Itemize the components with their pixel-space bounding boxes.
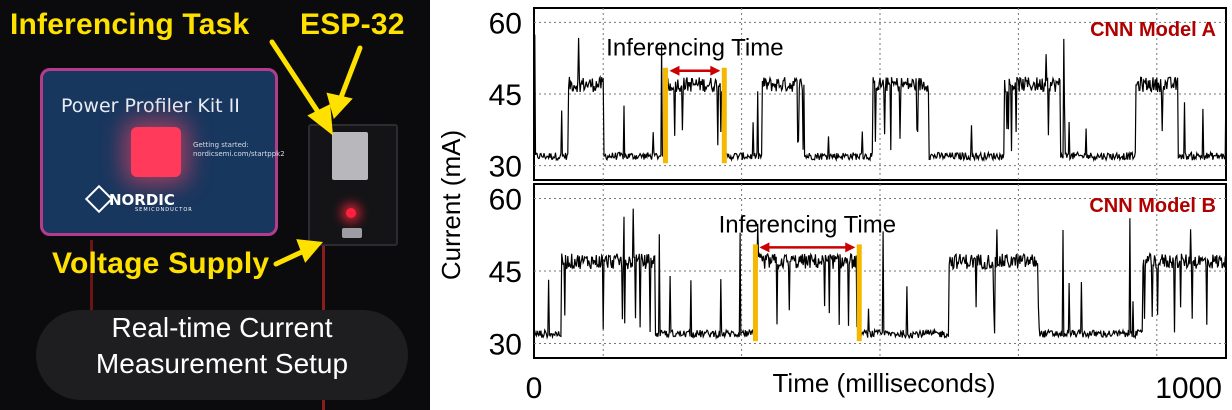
inference-arrow-head-left <box>669 65 680 76</box>
arrow-task <box>269 39 325 121</box>
panel-model-b: 30 45 60 Inferencing Time CNN Model B <box>489 183 1227 362</box>
red-wire-2 <box>90 240 93 320</box>
y-axis-label: Current (mA) <box>436 130 466 280</box>
y-tick-label: 60 <box>489 184 522 217</box>
arrow-volt <box>273 247 309 267</box>
ppk-getting-started-line1: Getting started: <box>193 141 249 149</box>
y-tick-label: 30 <box>489 151 522 184</box>
inference-arrow-head-left <box>759 242 770 253</box>
ppk-title: Power Profiler Kit II <box>61 95 240 117</box>
x-axis-label: Time (milliseconds) <box>773 368 996 398</box>
current-trace-line <box>533 34 1227 163</box>
ppk-led-icon <box>131 127 181 177</box>
inferencing-time-label: Inferencing Time <box>606 35 783 62</box>
esp32-led-icon <box>346 208 356 218</box>
esp32-board <box>308 124 398 246</box>
label-voltage-supply: Voltage Supply <box>52 247 270 280</box>
usb-port-icon <box>342 228 362 238</box>
y-tick-label: 45 <box>489 256 522 289</box>
inferencing-time-label: Inferencing Time <box>719 211 896 238</box>
label-esp32: ESP-32 <box>300 8 405 41</box>
caption-line2: Measurement Setup <box>95 348 349 379</box>
current-chart: Current (mA) Time (milliseconds) 0 1000 … <box>436 7 1227 405</box>
photo-arrows <box>269 39 363 267</box>
inference-arrow-head-right <box>845 242 856 253</box>
x-tick-max: 1000 <box>1155 372 1222 405</box>
x-tick-min: 0 <box>526 372 543 405</box>
caption-bubble <box>36 310 408 400</box>
ppk-brand-sub: SEMICONDUCTOR <box>135 207 193 213</box>
setup-photo: Power Profiler Kit II Getting started: n… <box>0 0 430 410</box>
arrow-esp-head <box>326 92 353 119</box>
y-tick-label: 45 <box>489 79 522 112</box>
current-trace-line <box>533 208 1227 341</box>
chart-panels: 30 45 60 Inferencing Time CNN Model A 30 45 60 I… <box>489 7 1227 362</box>
arrow-task-head <box>307 104 334 136</box>
panel-model-label: CNN Model B <box>1089 195 1216 217</box>
label-inferencing-task: Inferencing Task <box>10 8 250 41</box>
ppk-getting-started: Getting started: nordicsemi.com/startppk… <box>193 141 285 159</box>
power-profiler-board: Power Profiler Kit II Getting started: n… <box>40 68 285 236</box>
y-tick-label: 30 <box>489 329 522 362</box>
ppk-brand: NORDIC <box>109 191 175 209</box>
y-tick-label: 60 <box>489 7 522 40</box>
panel-model-a: 30 45 60 Inferencing Time CNN Model A <box>489 7 1227 184</box>
panel-model-label: CNN Model A <box>1090 19 1216 41</box>
inference-arrow-head-right <box>710 65 721 76</box>
ppk-getting-started-line2: nordicsemi.com/startppk2 <box>193 150 285 158</box>
caption-line1: Real-time Current <box>111 312 333 343</box>
esp32-shield <box>332 132 368 180</box>
arrow-volt-head <box>296 239 323 263</box>
arrow-esp <box>337 45 363 103</box>
